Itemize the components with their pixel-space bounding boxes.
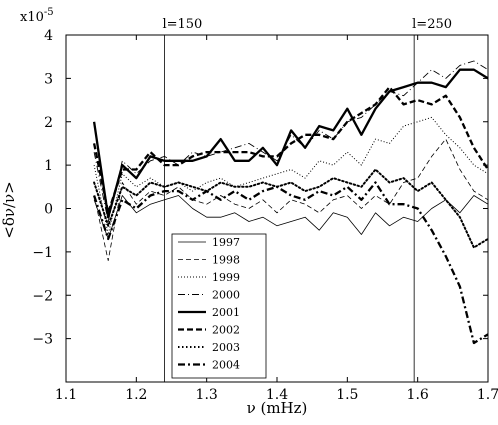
legend: 1997 1998 1999 2000 2001 2002 2003 2004 bbox=[171, 233, 267, 379]
legend-box bbox=[171, 233, 267, 379]
series-line-2003 bbox=[93, 168, 489, 249]
marker-label: l=150 bbox=[162, 17, 202, 32]
x-tick-label: 1.1 bbox=[55, 387, 77, 403]
y-tick-label: −3 bbox=[32, 332, 53, 348]
legend-label: 2001 bbox=[212, 306, 240, 319]
legend-label: 1999 bbox=[212, 271, 240, 284]
y-tick-label: 3 bbox=[44, 71, 53, 87]
series-line-2002 bbox=[92, 85, 489, 214]
x-tick-label: 1.7 bbox=[477, 387, 498, 403]
series-line-2000 bbox=[93, 60, 489, 222]
y-multiplier-base: x10 bbox=[20, 10, 44, 25]
series-line-1997 bbox=[93, 195, 489, 240]
x-tick-label: 1.6 bbox=[407, 387, 429, 403]
x-tick-label: 1.3 bbox=[196, 387, 218, 403]
y-multiplier-exponent: -5 bbox=[44, 7, 54, 18]
legend-label: 1998 bbox=[212, 254, 240, 267]
y-tick-label: 2 bbox=[44, 115, 53, 131]
svg-text:x10-5: x10-5 bbox=[20, 7, 54, 25]
marker-label: l=250 bbox=[412, 17, 452, 32]
legend-label: 2000 bbox=[212, 289, 240, 302]
legend-label: 2003 bbox=[212, 341, 240, 354]
x-axis-label: ν (mHz) bbox=[247, 399, 308, 417]
y-tick-label: −1 bbox=[32, 245, 53, 261]
plot-frame bbox=[65, 34, 489, 383]
series-line-1999 bbox=[93, 116, 489, 235]
series-line-2004 bbox=[93, 181, 489, 345]
series-layer bbox=[92, 60, 489, 345]
y-tick-label: 4 bbox=[44, 28, 53, 44]
legend-label: 2002 bbox=[212, 324, 240, 337]
x-tick-label: 1.2 bbox=[125, 387, 147, 403]
y-tick-label: −2 bbox=[32, 288, 53, 304]
y-axis-label: <δν/ν> bbox=[0, 181, 18, 238]
y-tick-label: 0 bbox=[44, 202, 53, 218]
legend-label: 1997 bbox=[212, 236, 240, 249]
y-tick-label: 1 bbox=[44, 158, 53, 174]
series-line-1998 bbox=[93, 138, 489, 262]
y-axis-multiplier: x10-5 bbox=[20, 7, 54, 25]
x-tick-label: 1.5 bbox=[336, 387, 358, 403]
x-tick-label: 1.4 bbox=[266, 387, 288, 403]
legend-label: 2004 bbox=[212, 359, 240, 372]
axis-ticks: 1.1 1.2 1.3 1.4 1.5 1.6 1.7 4 3 2 1 0 −1 −2 −3 bbox=[32, 28, 498, 403]
